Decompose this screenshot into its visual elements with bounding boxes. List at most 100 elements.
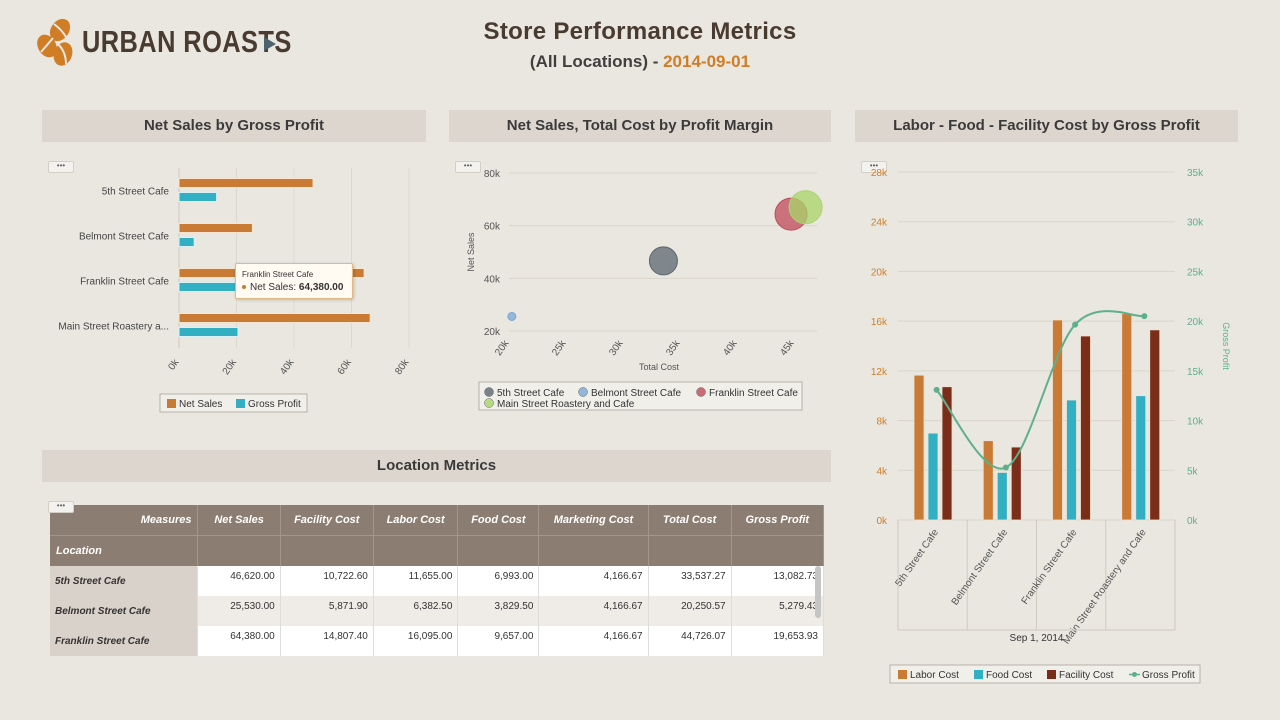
column-header[interactable]: Net Sales bbox=[197, 505, 281, 536]
y2-tick-label: 5k bbox=[1187, 466, 1199, 477]
gross-profit-bar bbox=[178, 327, 239, 337]
location-metrics-table: Measures Net Sales Facility Cost Labor Cos… bbox=[50, 505, 825, 656]
table-cell: 4,166.67 bbox=[538, 566, 649, 596]
brand-name: URBAN ROASTS bbox=[82, 24, 292, 59]
panel-menu-button[interactable]: ••• bbox=[455, 161, 481, 173]
x-tick-label: 80k bbox=[393, 357, 412, 377]
legend-swatch-gross-profit bbox=[236, 399, 245, 408]
y2-tick-label: 25k bbox=[1187, 267, 1204, 278]
net-sales-total-cost-bubble-chart: 20k 40k 60k 80k 20k 25k 30k 35k 40k 45k Total Cost… bbox=[466, 169, 823, 411]
legend-box bbox=[478, 381, 803, 411]
facility-cost-bar bbox=[1080, 335, 1091, 521]
legend-label: Food Cost bbox=[986, 670, 1032, 681]
table-row[interactable]: Franklin Street Cafe 64,380.00 14,807.40 16… bbox=[50, 626, 825, 656]
column-header[interactable]: Labor Cost bbox=[373, 505, 459, 536]
table-cell: 44,726.07 bbox=[648, 626, 732, 656]
y-tick-label: 0k bbox=[876, 516, 888, 527]
table-cell: 64,380.00 bbox=[197, 626, 281, 656]
row-header[interactable]: 5th Street Cafe bbox=[50, 566, 199, 596]
page-subtitle: (All Locations) - 2014-09-01 bbox=[440, 52, 840, 72]
y-tick-label: 20k bbox=[484, 327, 501, 338]
x-tick-label: 40k bbox=[721, 338, 740, 358]
x-tick-label: 5th Street Cafe bbox=[893, 527, 941, 589]
labor-cost-bar bbox=[982, 440, 994, 521]
table-cell: 33,537.27 bbox=[648, 566, 732, 596]
legend-box bbox=[889, 664, 1201, 684]
gross-profit-point bbox=[1072, 321, 1079, 328]
play-icon[interactable] bbox=[264, 37, 276, 51]
location-header-cell bbox=[648, 535, 732, 566]
subtitle-date: 2014-09-01 bbox=[663, 52, 751, 71]
chart-tooltip: Franklin Street Cafe Net Sales: 64,380.0… bbox=[235, 263, 353, 299]
x-tick-label: 35k bbox=[664, 338, 683, 358]
gross-profit-point bbox=[1141, 313, 1148, 320]
labor-cost-bar bbox=[1052, 319, 1063, 521]
table-row[interactable]: Belmont Street Cafe 25,530.00 5,871.90 6,38… bbox=[50, 596, 825, 626]
row-header[interactable]: Franklin Street Cafe bbox=[50, 626, 199, 656]
table-cell: 6,993.00 bbox=[457, 566, 540, 596]
y-tick-label: 28k bbox=[871, 168, 888, 179]
table-cell: 3,829.50 bbox=[457, 596, 540, 626]
panel-title-labor-food-facility: Labor - Food - Facility Cost by Gross Pr… bbox=[855, 110, 1238, 142]
panel-title-net-sales-total-cost: Net Sales, Total Cost by Profit Margin bbox=[449, 110, 831, 142]
column-header[interactable]: Total Cost bbox=[648, 505, 732, 536]
net-sales-bar bbox=[178, 313, 371, 323]
table-cell: 5,279.43 bbox=[731, 596, 825, 626]
tooltip-label: Net Sales: bbox=[250, 282, 297, 293]
table-scrollbar[interactable] bbox=[815, 566, 821, 618]
table-row[interactable]: 5th Street Cafe 46,620.00 10,722.60 11,655.… bbox=[50, 566, 825, 596]
net-sales-by-gross-profit-chart: 0k 20k 40k 60k 80k 5th Street Cafe Belmont Str… bbox=[58, 168, 412, 413]
category-label: Main Street Roastery a... bbox=[58, 322, 169, 333]
legend-label: Labor Cost bbox=[910, 670, 959, 681]
panel-menu-button[interactable]: ••• bbox=[48, 161, 74, 173]
y2-tick-label: 20k bbox=[1187, 317, 1204, 328]
table-cell: 25,530.00 bbox=[197, 596, 281, 626]
table-cell: 46,620.00 bbox=[197, 566, 281, 596]
y-tick-label: 12k bbox=[871, 367, 888, 378]
legend-box bbox=[159, 393, 308, 413]
facility-cost-bar bbox=[1010, 446, 1022, 521]
gross-profit-bar bbox=[178, 282, 237, 292]
subtitle-scope: (All Locations) - bbox=[529, 52, 664, 71]
column-header[interactable]: Food Cost bbox=[457, 505, 540, 536]
y2-tick-label: 0k bbox=[1187, 516, 1199, 527]
location-header-cell bbox=[197, 535, 281, 566]
legend-label: Main Street Roastery and Cafe bbox=[497, 399, 635, 410]
x-tick-label: 25k bbox=[550, 338, 569, 358]
row-header[interactable]: Belmont Street Cafe bbox=[50, 596, 199, 626]
gross-profit-bar bbox=[178, 192, 218, 202]
coffee-beans-logo-icon bbox=[37, 18, 73, 66]
bubble-belmont-street bbox=[507, 311, 517, 321]
legend-label: 5th Street Cafe bbox=[497, 388, 565, 399]
table-location-row: Location bbox=[50, 535, 825, 566]
food-cost-bar bbox=[927, 432, 939, 521]
location-header-cell bbox=[280, 535, 374, 566]
y-axis-label: Net Sales bbox=[466, 232, 476, 272]
table-cell: 11,655.00 bbox=[373, 566, 459, 596]
column-header[interactable]: Gross Profit bbox=[731, 505, 825, 536]
food-cost-bar bbox=[1066, 399, 1077, 521]
table-cell: 5,871.90 bbox=[280, 596, 374, 626]
panel-menu-button[interactable]: ••• bbox=[48, 501, 74, 513]
chart-legend: Labor Cost Food Cost Facility Cost Gross Pr… bbox=[889, 664, 1201, 684]
panel-menu-button[interactable]: ••• bbox=[861, 161, 887, 173]
gross-profit-line bbox=[935, 310, 1145, 470]
legend-label-net-sales: Net Sales bbox=[179, 399, 222, 410]
column-header[interactable]: Facility Cost bbox=[280, 505, 374, 536]
y-tick-label: 8k bbox=[876, 417, 888, 428]
x-axis-label: Sep 1, 2014 bbox=[1010, 633, 1064, 644]
x-tick-label: 20k bbox=[493, 338, 512, 358]
tooltip-value: 64,380.00 bbox=[298, 282, 344, 293]
legend-swatch-dot bbox=[1132, 672, 1137, 677]
x-tick-label: 0k bbox=[166, 357, 182, 373]
measures-header: Measures bbox=[50, 505, 199, 536]
page-title: Store Performance Metrics bbox=[483, 18, 797, 45]
tooltip-title: Franklin Street Cafe bbox=[242, 270, 314, 279]
y2-axis-label: Gross Profit bbox=[1221, 322, 1231, 370]
location-header-cell bbox=[538, 535, 649, 566]
category-label: Belmont Street Cafe bbox=[79, 232, 169, 243]
table-cell: 20,250.57 bbox=[648, 596, 732, 626]
labor-cost-bar bbox=[913, 374, 925, 521]
column-header[interactable]: Marketing Cost bbox=[538, 505, 649, 536]
table-cell: 10,722.60 bbox=[280, 566, 374, 596]
